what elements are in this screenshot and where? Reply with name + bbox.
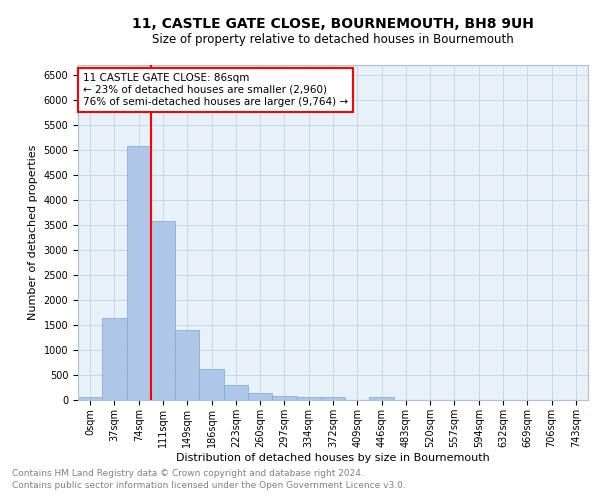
Bar [272,396,296,400]
Text: Size of property relative to detached houses in Bournemouth: Size of property relative to detached ho… [152,32,514,46]
Text: 11, CASTLE GATE CLOSE, BOURNEMOUTH, BH8 9UH: 11, CASTLE GATE CLOSE, BOURNEMOUTH, BH8 … [132,18,534,32]
Text: 11 CASTLE GATE CLOSE: 86sqm
← 23% of detached houses are smaller (2,960)
76% of : 11 CASTLE GATE CLOSE: 86sqm ← 23% of det… [83,74,348,106]
Bar [370,397,394,400]
Bar [199,369,224,400]
Bar [127,146,151,400]
Bar [175,330,199,400]
Bar [151,221,175,400]
Bar [224,384,248,400]
Text: Contains HM Land Registry data © Crown copyright and database right 2024.: Contains HM Land Registry data © Crown c… [12,468,364,477]
X-axis label: Distribution of detached houses by size in Bournemouth: Distribution of detached houses by size … [176,452,490,462]
Bar [248,392,272,400]
Bar [321,396,345,400]
Bar [78,396,102,400]
Y-axis label: Number of detached properties: Number of detached properties [28,145,38,320]
Bar [102,318,127,400]
Text: Contains public sector information licensed under the Open Government Licence v3: Contains public sector information licen… [12,481,406,490]
Bar [296,397,321,400]
